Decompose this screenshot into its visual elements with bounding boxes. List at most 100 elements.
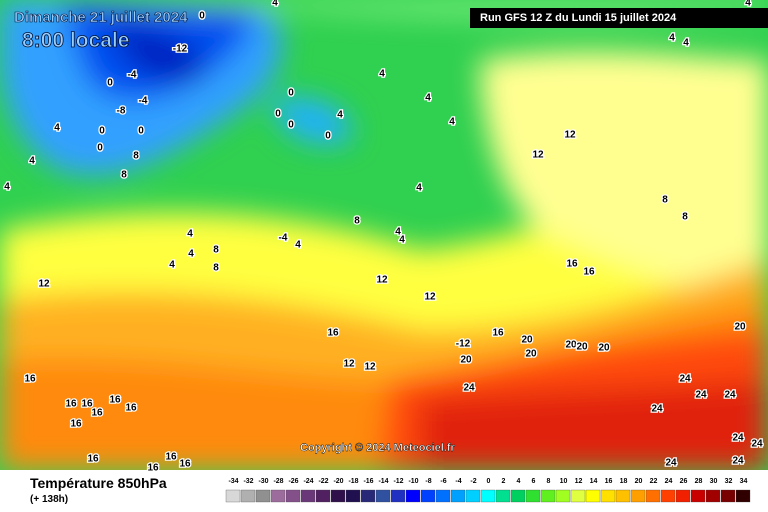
contour-label: 12 bbox=[38, 279, 50, 290]
contour-label: 24 bbox=[651, 404, 663, 415]
legend-swatch bbox=[660, 489, 676, 503]
contour-label: 12 bbox=[343, 359, 355, 370]
contour-label: 24 bbox=[751, 439, 763, 450]
legend-swatch bbox=[570, 489, 586, 503]
contour-label: 0 bbox=[138, 126, 144, 137]
contour-label: 12 bbox=[364, 362, 376, 373]
legend-label: 10 bbox=[560, 478, 568, 485]
contour-label: 16 bbox=[583, 267, 595, 278]
legend-swatch bbox=[510, 489, 526, 503]
contour-label: 8 bbox=[213, 245, 219, 256]
contour-label: -12 bbox=[456, 339, 471, 350]
legend-label: -6 bbox=[440, 478, 446, 485]
legend-swatch bbox=[675, 489, 691, 503]
contour-label: -12 bbox=[173, 44, 188, 55]
contour-label: 20 bbox=[598, 343, 610, 354]
legend-label: 24 bbox=[665, 478, 673, 485]
legend-label: 16 bbox=[605, 478, 613, 485]
legend-label: 34 bbox=[740, 478, 748, 485]
legend-label: -14 bbox=[378, 478, 388, 485]
contour-label: -4 bbox=[128, 70, 137, 81]
legend-label: 8 bbox=[547, 478, 551, 485]
legend-swatch bbox=[540, 489, 556, 503]
contour-label: 4 bbox=[4, 182, 10, 193]
legend-swatch bbox=[285, 489, 301, 503]
legend-swatch bbox=[465, 489, 481, 503]
footer-title: Température 850hPa bbox=[30, 475, 167, 491]
legend-swatch bbox=[585, 489, 601, 503]
legend-swatch bbox=[615, 489, 631, 503]
legend-swatch bbox=[225, 489, 241, 503]
legend-label: -16 bbox=[363, 478, 373, 485]
legend-swatch bbox=[555, 489, 571, 503]
contour-label: 4 bbox=[425, 93, 431, 104]
contour-label: 20 bbox=[576, 342, 588, 353]
legend-label: -20 bbox=[333, 478, 343, 485]
legend-swatch bbox=[405, 489, 421, 503]
contour-label: 0 bbox=[99, 126, 105, 137]
contour-label: 24 bbox=[679, 374, 691, 385]
contour-label: 4 bbox=[29, 156, 35, 167]
contour-label: 16 bbox=[87, 454, 99, 465]
legend-swatch bbox=[525, 489, 541, 503]
contour-label: -4 bbox=[279, 233, 288, 244]
legend-swatch bbox=[630, 489, 646, 503]
contour-label: 8 bbox=[121, 170, 127, 181]
contour-label: 16 bbox=[70, 419, 82, 430]
contour-label: 4 bbox=[399, 235, 405, 246]
legend-swatch bbox=[720, 489, 736, 503]
date-title: Dimanche 21 juillet 2024 bbox=[14, 9, 188, 26]
legend-swatch bbox=[420, 489, 436, 503]
contour-label: 16 bbox=[147, 463, 159, 474]
contour-label: 20 bbox=[525, 349, 537, 360]
contour-label: 4 bbox=[745, 0, 751, 9]
contour-label: 4 bbox=[416, 183, 422, 194]
contour-label: 0 bbox=[275, 109, 281, 120]
legend-swatch bbox=[645, 489, 661, 503]
contour-label: 20 bbox=[734, 322, 746, 333]
contour-label: 16 bbox=[492, 328, 504, 339]
legend-label: -30 bbox=[258, 478, 268, 485]
legend-label: 22 bbox=[650, 478, 658, 485]
contour-label: 8 bbox=[682, 212, 688, 223]
contour-label: 24 bbox=[732, 433, 744, 444]
contour-label: 4 bbox=[449, 117, 455, 128]
contour-label: 24 bbox=[665, 458, 677, 469]
contour-label: 12 bbox=[424, 292, 436, 303]
contour-label: 4 bbox=[683, 38, 689, 49]
contour-label: 0 bbox=[199, 11, 205, 22]
contour-label: 4 bbox=[337, 110, 343, 121]
contour-label: 20 bbox=[565, 340, 577, 351]
contour-label: 4 bbox=[395, 227, 401, 238]
legend-label: -26 bbox=[288, 478, 298, 485]
contour-label: 16 bbox=[165, 452, 177, 463]
contour-label: -8 bbox=[117, 106, 126, 117]
contour-label: 16 bbox=[81, 399, 93, 410]
footer-lead: (+ 138h) bbox=[30, 494, 68, 505]
copyright: Copyright © 2024 Meteociel.fr bbox=[300, 442, 456, 454]
contour-label: 0 bbox=[288, 120, 294, 131]
contour-label: 16 bbox=[179, 459, 191, 470]
contour-label: 0 bbox=[107, 78, 113, 89]
legend-label: -18 bbox=[348, 478, 358, 485]
contour-label: 24 bbox=[724, 390, 736, 401]
contour-label: 4 bbox=[169, 260, 175, 271]
contour-label: 8 bbox=[662, 195, 668, 206]
legend-label: -32 bbox=[243, 478, 253, 485]
legend-swatch bbox=[375, 489, 391, 503]
legend-swatch bbox=[330, 489, 346, 503]
legend-swatch bbox=[450, 489, 466, 503]
contour-label: 12 bbox=[376, 275, 388, 286]
legend-label: 6 bbox=[532, 478, 536, 485]
contour-label: 4 bbox=[669, 33, 675, 44]
temperature-field bbox=[0, 0, 768, 470]
legend-swatch bbox=[435, 489, 451, 503]
time-title: 8:00 locale bbox=[22, 29, 129, 52]
run-info: Run GFS 12 Z du Lundi 15 juillet 2024 bbox=[480, 12, 677, 24]
legend-swatch bbox=[735, 489, 751, 503]
legend-label: 14 bbox=[590, 478, 598, 485]
legend-swatch bbox=[480, 489, 496, 503]
contour-label: 16 bbox=[65, 399, 77, 410]
legend-swatch bbox=[390, 489, 406, 503]
